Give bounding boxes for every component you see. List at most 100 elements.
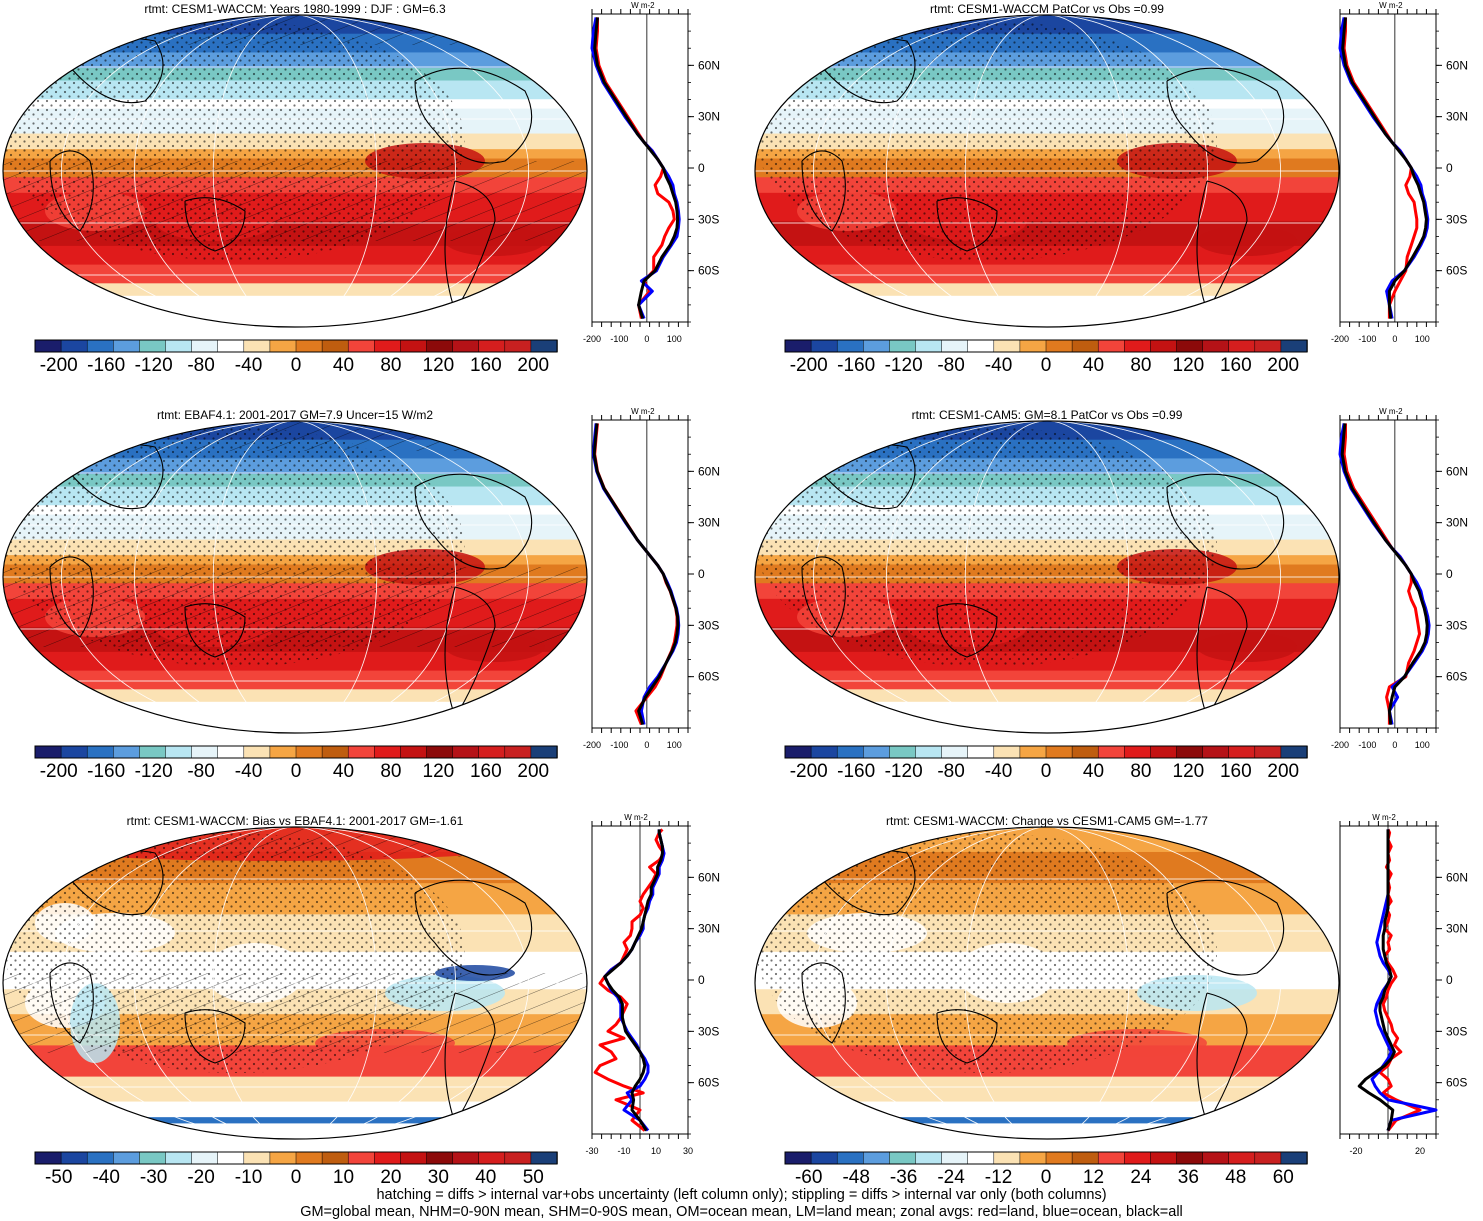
colorbar-swatch (810, 339, 838, 353)
colorbar-swatch (113, 339, 141, 353)
colorbar-swatch (863, 339, 891, 353)
map-blob (1197, 226, 1297, 256)
colorbar-swatch (993, 339, 1021, 353)
panel-title: rtmt: CESM1-WACCM PatCor vs Obs =0.99 (930, 2, 1164, 16)
colorbar-swatch (34, 745, 62, 759)
profile-lat-label: 60S (698, 264, 719, 278)
gridline-lon (886, 421, 1209, 733)
colorbar-tick-label: 0 (1041, 761, 1052, 782)
map-band (3, 670, 587, 691)
colorbar-frame (784, 1151, 1308, 1165)
colorbar-tick-label: 40 (1083, 355, 1104, 376)
colorbar-tick-label: 0 (291, 761, 302, 782)
profile-line (592, 423, 680, 726)
map-band (755, 1101, 1339, 1119)
colorbar-swatch (1097, 339, 1126, 353)
profile-lat-label: 60N (1446, 464, 1468, 478)
colorbar-tick-label: 200 (1267, 355, 1299, 376)
profile-lat-label: 60N (698, 464, 720, 478)
profile-lat-label: 30S (1446, 1024, 1467, 1038)
colorbar-tick-label: 200 (517, 761, 549, 782)
colorbar-frame (34, 745, 558, 759)
colorbar-swatch (1228, 745, 1256, 759)
profile-lat-label: 60S (1446, 1076, 1467, 1090)
profile-series (1357, 828, 1438, 1132)
colorbar-swatch (1071, 1151, 1099, 1165)
hatching (3, 973, 587, 1053)
profile-x-tick-label: -20 (1349, 1146, 1362, 1156)
colorbar-tick-label: -10 (235, 1167, 262, 1188)
coastline (1196, 586, 1248, 719)
profile-x-tick-label: 100 (1415, 334, 1430, 344)
colorbar-swatch (269, 1151, 297, 1165)
colorbar-tick-label: 12 (1083, 1167, 1104, 1188)
colorbar-tick-label: -160 (87, 761, 125, 782)
colorbar-tick-label: 120 (423, 355, 455, 376)
colorbar-tick-label: 50 (523, 1167, 544, 1188)
colorbar-swatch (113, 1151, 141, 1165)
coastline (444, 586, 496, 719)
colorbar-swatch (1150, 339, 1178, 353)
colorbar-swatch (915, 745, 943, 759)
colorbar-swatch (1124, 339, 1152, 353)
colorbar-swatch (452, 745, 480, 759)
colorbar-tick-label: 200 (517, 355, 549, 376)
stippling (757, 833, 1217, 1073)
profile-lat-label: 0 (698, 161, 705, 175)
colorbar-swatch (113, 745, 141, 759)
profile-x-tick-label: 10 (651, 1146, 661, 1156)
colorbar-swatch (504, 1151, 532, 1165)
colorbar-frame (784, 339, 1308, 353)
gridline-lon (60, 15, 530, 327)
profile-x-tick-label: -200 (1331, 334, 1349, 344)
map-band (3, 1123, 587, 1139)
colorbar-tick-label: -80 (937, 761, 964, 782)
coastline (936, 603, 998, 658)
profile-lat-label: 30S (1446, 618, 1467, 632)
coastline (444, 180, 496, 313)
hatching (3, 161, 587, 241)
colorbar-tick-label: 48 (1225, 1167, 1246, 1188)
colorbar-swatch (941, 1151, 969, 1165)
colorbar-tick-label: -160 (837, 761, 875, 782)
colorbar-swatch (967, 745, 995, 759)
colorbar-tick-label: 200 (1267, 761, 1299, 782)
gridline-lon (813, 827, 1282, 1139)
map-field (755, 15, 1339, 327)
map-outline (754, 420, 1340, 734)
colorbar-swatch (478, 1151, 506, 1165)
colorbar-swatch (1019, 745, 1047, 759)
colorbar-tick-label: 40 (333, 355, 354, 376)
colorbar-swatch (60, 339, 88, 353)
map-band (755, 264, 1339, 285)
map-outline (2, 826, 588, 1140)
colorbar-tick-label: -80 (187, 355, 214, 376)
colorbar-swatch (34, 1151, 62, 1165)
colorbar-swatch (504, 339, 532, 353)
profile-lat-label: 0 (1446, 567, 1453, 581)
colorbar-swatch (1280, 745, 1308, 759)
colorbar-swatch (784, 745, 812, 759)
colorbar-swatch (915, 1151, 943, 1165)
map-band (755, 1123, 1339, 1139)
colorbar-tick-label: -40 (235, 355, 262, 376)
colorbar-swatch (1176, 339, 1204, 353)
coastline (49, 556, 94, 638)
colorbar-swatch (217, 1151, 245, 1165)
gridline-lon (813, 15, 1282, 327)
colorbar-tick-label: 160 (470, 761, 502, 782)
colorbar-tick-label: -36 (890, 1167, 917, 1188)
coastline (1196, 180, 1248, 313)
colorbar-swatch (1228, 339, 1256, 353)
colorbar-swatch (863, 745, 891, 759)
colorbar-swatch (478, 339, 506, 353)
colorbar-swatch (400, 745, 428, 759)
profile-lat-label: 30N (698, 110, 720, 124)
colorbar-swatch (165, 745, 193, 759)
colorbar-swatch (993, 1151, 1021, 1165)
gridline-lon (133, 15, 457, 327)
map-band (3, 701, 587, 733)
profile-frame (1339, 419, 1437, 729)
profile-x-tick-label: 100 (667, 334, 682, 344)
